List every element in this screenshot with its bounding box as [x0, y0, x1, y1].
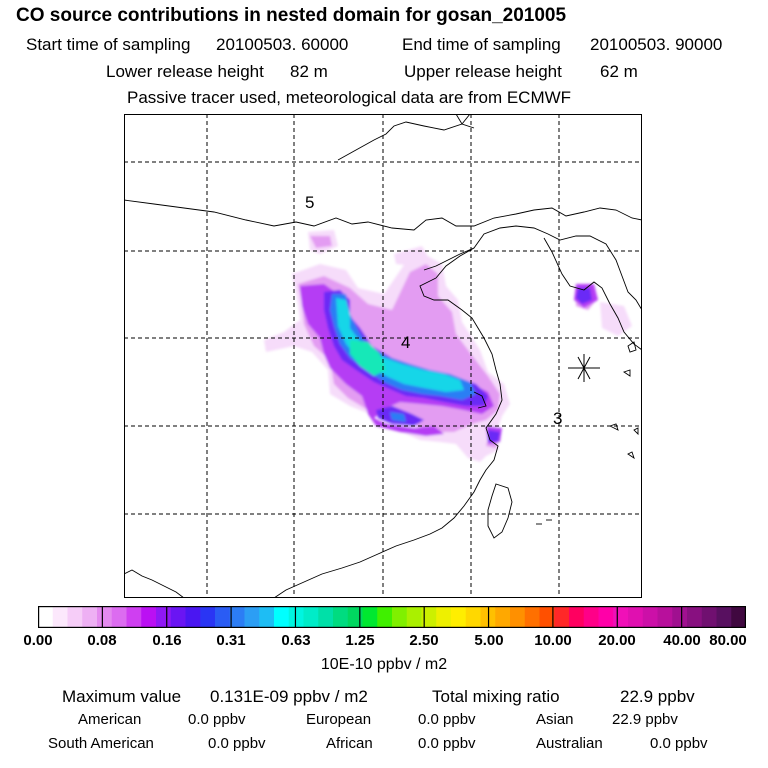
- colorbar-cell: [642, 606, 658, 628]
- receptor-marker-icon: [568, 354, 600, 382]
- colorbar-cell: [288, 606, 304, 628]
- colorbar-cell: [52, 606, 68, 628]
- colorbar-cell: [229, 606, 245, 628]
- colorbar-cell: [377, 606, 393, 628]
- colorbar-tick-label: 2.50: [409, 632, 439, 649]
- lat-lon-grid: [124, 114, 642, 598]
- colorbar-cell: [185, 606, 201, 628]
- region-name: American: [78, 711, 142, 728]
- colorbar-cell: [392, 606, 408, 628]
- colorbar-cell: [244, 606, 260, 628]
- colorbar-cell: [274, 606, 290, 628]
- region-name: South American: [48, 735, 154, 752]
- colorbar-cell: [436, 606, 452, 628]
- colorbar-tick-label: 0.08: [87, 632, 117, 649]
- colorbar-cell: [672, 606, 688, 628]
- colorbar-cell: [362, 606, 378, 628]
- region-value: 0.0 ppbv: [208, 735, 266, 752]
- colorbar-tick-label: 40.00: [663, 632, 701, 649]
- upper-height-value: 62 m: [600, 62, 638, 81]
- start-time-value: 20100503. 60000: [216, 35, 349, 54]
- colorbar-cell: [657, 606, 673, 628]
- total-mixing-label: Total mixing ratio: [432, 687, 560, 706]
- colorbar-cell: [465, 606, 481, 628]
- region-value: 0.0 ppbv: [188, 711, 246, 728]
- chart-title: CO source contributions in nested domain…: [16, 5, 567, 26]
- colorbar-cell: [687, 606, 703, 628]
- lower-height-value: 82 m: [290, 62, 328, 81]
- lower-height-label: Lower release height: [106, 62, 264, 81]
- map-frame: [124, 114, 642, 598]
- colorbar-cell: [259, 606, 275, 628]
- colorbar-cell: [406, 606, 422, 628]
- colorbar-cell: [38, 606, 54, 628]
- colorbar-cell: [318, 606, 334, 628]
- colorbar-cell: [170, 606, 186, 628]
- coastlines: [124, 114, 642, 598]
- colorbar-cell: [67, 606, 83, 628]
- colorbar-cell: [495, 606, 511, 628]
- colorbar-cell: [347, 606, 363, 628]
- colorbar-cell: [539, 606, 555, 628]
- colorbar-cell: [716, 606, 732, 628]
- region-name: Australian: [536, 735, 603, 752]
- colorbar: [38, 606, 746, 628]
- map-panel: 5 4 3: [124, 114, 642, 598]
- colorbar-cell: [215, 606, 231, 628]
- colorbar-cell: [333, 606, 349, 628]
- start-time-label: Start time of sampling: [26, 35, 191, 54]
- region-value: 0.0 ppbv: [418, 735, 476, 752]
- end-time-label: End time of sampling: [402, 35, 561, 54]
- colorbar-cell: [126, 606, 142, 628]
- colorbar-cell: [731, 606, 746, 628]
- max-value: 0.131E-09 ppbv / m2: [210, 687, 368, 706]
- colorbar-tick-label: 10.00: [534, 632, 572, 649]
- colorbar-cell: [156, 606, 172, 628]
- colorbar-cell: [613, 606, 629, 628]
- colorbar-cell: [569, 606, 585, 628]
- max-value-label: Maximum value: [62, 687, 182, 706]
- colorbar-tick-label: 0.31: [216, 632, 246, 649]
- colorbar-cell: [200, 606, 216, 628]
- map-label-3: 3: [553, 409, 562, 428]
- map-label-4: 4: [401, 333, 410, 352]
- colorbar-frame: [38, 606, 746, 628]
- tracer-note: Passive tracer used, meteorological data…: [127, 88, 572, 107]
- colorbar-cell: [82, 606, 98, 628]
- colorbar-tick-label: 80.00: [709, 632, 747, 649]
- end-time-value: 20100503. 90000: [590, 35, 723, 54]
- colorbar-cell: [628, 606, 644, 628]
- colorbar-tick-label: 0.63: [281, 632, 311, 649]
- total-mixing-value: 22.9 ppbv: [620, 687, 695, 706]
- region-name: Asian: [536, 711, 574, 728]
- colorbar-tick-label: 20.00: [598, 632, 636, 649]
- colorbar-cell: [598, 606, 614, 628]
- colorbar-cell: [510, 606, 526, 628]
- colorbar-cell: [303, 606, 319, 628]
- upper-height-label: Upper release height: [404, 62, 562, 81]
- colorbar-cell: [141, 606, 157, 628]
- plume-level-purple: [300, 284, 598, 444]
- region-name: European: [306, 711, 372, 728]
- colorbar-tick-label: 5.00: [474, 632, 504, 649]
- colorbar-tick-label: 0.16: [152, 632, 182, 649]
- colorbar-cell: [421, 606, 437, 628]
- colorbar-cell: [97, 606, 113, 628]
- colorbar-tick-label: 0.00: [23, 632, 53, 649]
- map-label-5: 5: [305, 193, 314, 212]
- concentration-field: [264, 230, 632, 462]
- colorbar-cell: [583, 606, 599, 628]
- colorbar-unit: 10E-10 ppbv / m2: [320, 656, 448, 673]
- region-value: 0.0 ppbv: [650, 735, 708, 752]
- colorbar-cell: [701, 606, 717, 628]
- colorbar-cell: [554, 606, 570, 628]
- region-value: 22.9 ppbv: [612, 711, 678, 728]
- region-name: African: [326, 735, 373, 752]
- colorbar-cell: [524, 606, 540, 628]
- plume-level-core: [350, 340, 386, 376]
- colorbar-cell: [111, 606, 127, 628]
- colorbar-tick-label: 1.25: [345, 632, 375, 649]
- colorbar-cell: [451, 606, 467, 628]
- region-value: 0.0 ppbv: [418, 711, 476, 728]
